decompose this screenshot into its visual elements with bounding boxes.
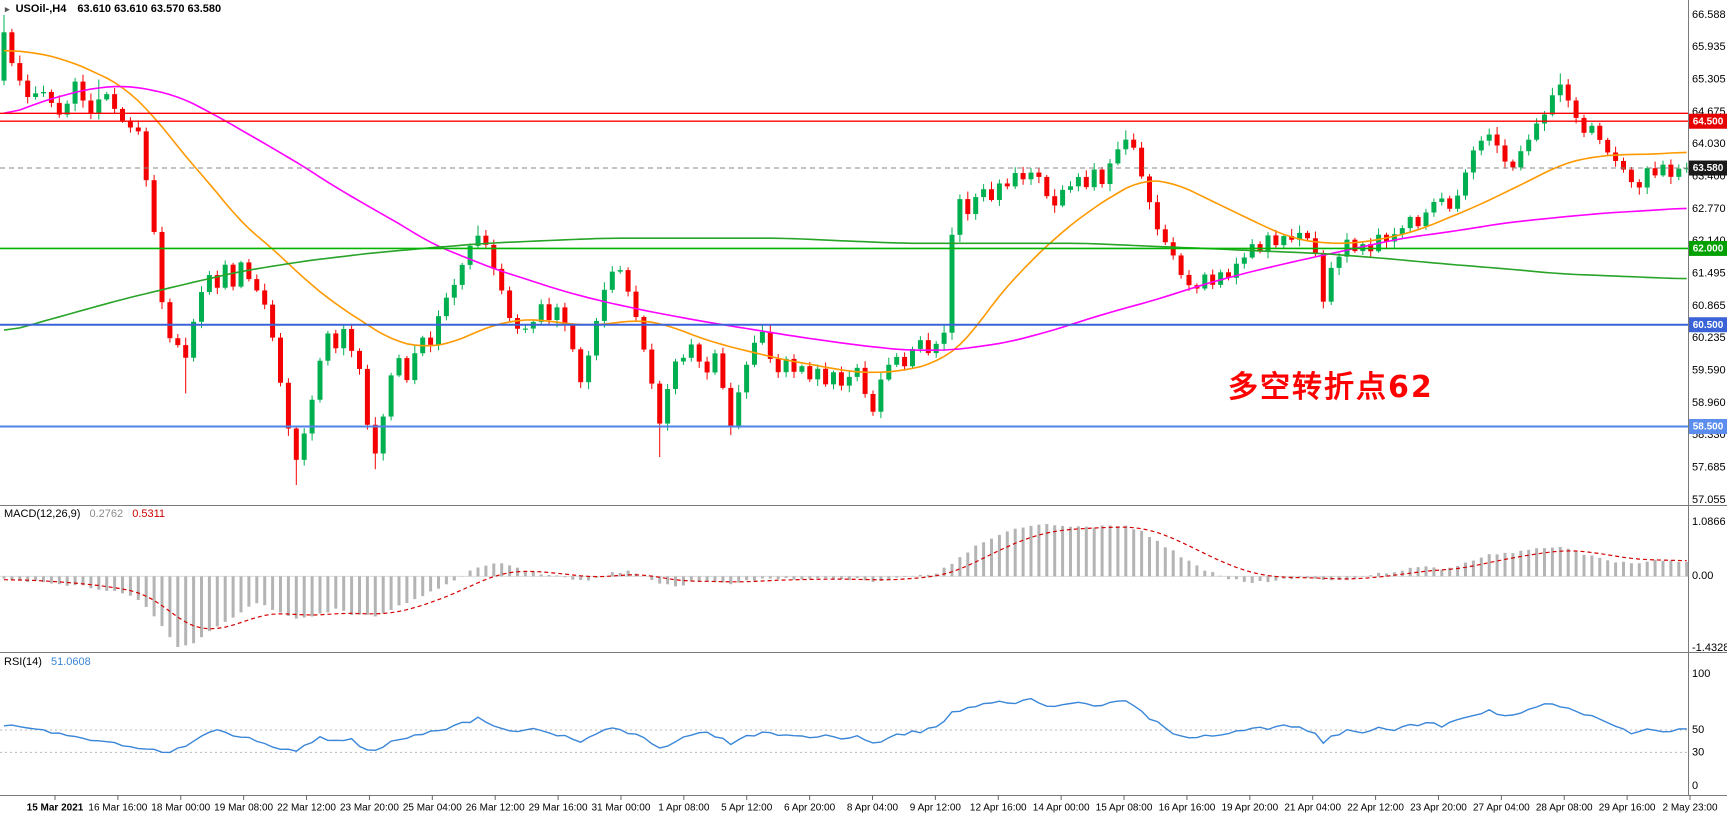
svg-text:23 Mar 20:00: 23 Mar 20:00	[340, 803, 399, 814]
price-axis-badges: 64.500 62.000 60.500 58.500 63.580	[1689, 113, 1727, 434]
svg-text:59.590: 59.590	[1692, 365, 1726, 377]
svg-text:19 Apr 20:00: 19 Apr 20:00	[1221, 803, 1278, 814]
candlestick-series	[1, 14, 1690, 485]
svg-text:21 Apr 04:00: 21 Apr 04:00	[1284, 803, 1341, 814]
horizontal-price-lines[interactable]	[0, 112, 1688, 428]
svg-text:31 Mar 00:00: 31 Mar 00:00	[591, 803, 650, 814]
svg-text:64.030: 64.030	[1692, 138, 1726, 150]
svg-text:60.235: 60.235	[1692, 332, 1726, 344]
macd-pane	[0, 524, 1689, 647]
svg-text:30: 30	[1692, 746, 1704, 758]
svg-text:27 Apr 04:00: 27 Apr 04:00	[1473, 803, 1530, 814]
ma-medium-orange-line	[3, 49, 1687, 374]
svg-text:62.000: 62.000	[1693, 244, 1724, 255]
svg-text:22 Apr 12:00: 22 Apr 12:00	[1347, 803, 1404, 814]
svg-text:57.055: 57.055	[1692, 494, 1726, 506]
rsi-name: RSI(14)	[4, 656, 42, 668]
rsi-pane	[0, 697, 1688, 754]
svg-text:6 Apr 20:00: 6 Apr 20:00	[784, 803, 836, 814]
svg-text:-1.4328: -1.4328	[1692, 642, 1727, 654]
svg-text:15 Apr 08:00: 15 Apr 08:00	[1096, 803, 1153, 814]
svg-text:0.00: 0.00	[1692, 570, 1713, 582]
svg-text:16 Apr 16:00: 16 Apr 16:00	[1159, 803, 1216, 814]
svg-text:12 Apr 16:00: 12 Apr 16:00	[970, 803, 1027, 814]
svg-text:58.960: 58.960	[1692, 397, 1726, 409]
svg-text:64.500: 64.500	[1693, 116, 1724, 127]
svg-text:60.865: 60.865	[1692, 300, 1726, 312]
chart-title: ▸ USOil-,H4 63.610 63.610 63.570 63.580	[5, 3, 221, 15]
svg-text:9 Apr 12:00: 9 Apr 12:00	[910, 803, 962, 814]
svg-text:26 Mar 12:00: 26 Mar 12:00	[466, 803, 525, 814]
time-axis: 15 Mar 2021 16 Mar 16:00 18 Mar 00:00 19 Ma…	[27, 795, 1718, 814]
macd-axis-labels: 1.0866 0.00 -1.4328	[1692, 516, 1727, 654]
price-axis-labels: 66.58865.93565.30564.67564.03063.40062.7…	[1692, 9, 1726, 506]
svg-text:8 Apr 04:00: 8 Apr 04:00	[847, 803, 899, 814]
svg-text:23 Apr 20:00: 23 Apr 20:00	[1410, 803, 1467, 814]
rsi-value: 51.0608	[50, 656, 91, 668]
macd-value-signal: 0.5311	[132, 508, 166, 520]
macd-name: MACD(12,26,9)	[4, 508, 81, 520]
svg-text:29 Mar 16:00: 29 Mar 16:00	[529, 803, 588, 814]
svg-text:18 Mar 00:00: 18 Mar 00:00	[151, 803, 210, 814]
svg-text:1 Apr 08:00: 1 Apr 08:00	[658, 803, 710, 814]
svg-text:16 Mar 16:00: 16 Mar 16:00	[88, 803, 147, 814]
ma-slow-magenta-line	[3, 85, 1687, 352]
svg-text:57.685: 57.685	[1692, 462, 1726, 474]
svg-text:29 Apr 16:00: 29 Apr 16:00	[1599, 803, 1656, 814]
macd-label: MACD(12,26,9) 0.2762 0.5311	[4, 508, 165, 520]
svg-text:5 Apr 12:00: 5 Apr 12:00	[721, 803, 773, 814]
svg-text:28 Apr 08:00: 28 Apr 08:00	[1536, 803, 1593, 814]
svg-text:50: 50	[1692, 724, 1704, 736]
svg-text:15 Mar 2021: 15 Mar 2021	[27, 803, 84, 814]
price-annotation-text[interactable]: 多空转折点62	[1228, 370, 1434, 405]
svg-text:19 Mar 08:00: 19 Mar 08:00	[214, 803, 273, 814]
svg-text:2 May 23:00: 2 May 23:00	[1662, 803, 1717, 814]
svg-text:65.935: 65.935	[1692, 41, 1726, 53]
svg-text:58.500: 58.500	[1693, 422, 1724, 433]
pane-separators	[0, 0, 1727, 796]
macd-value-main: 0.2762	[89, 508, 124, 520]
rsi-label: RSI(14) 51.0608	[4, 656, 91, 668]
svg-text:14 Apr 00:00: 14 Apr 00:00	[1033, 803, 1090, 814]
ohlc-readout: 63.610 63.610 63.570 63.580	[77, 3, 222, 15]
svg-text:62.770: 62.770	[1692, 203, 1726, 215]
ma-long-green-line	[3, 237, 1687, 331]
svg-text:25 Mar 04:00: 25 Mar 04:00	[403, 803, 462, 814]
svg-text:22 Mar 12:00: 22 Mar 12:00	[277, 803, 336, 814]
svg-text:0: 0	[1692, 780, 1698, 792]
svg-text:61.495: 61.495	[1692, 268, 1726, 280]
chart-menu-icon[interactable]: ▸	[5, 4, 10, 14]
symbol-timeframe-label: USOil-,H4	[15, 3, 67, 15]
svg-text:1.0866: 1.0866	[1692, 516, 1726, 528]
rsi-axis-labels: 100 50 30 0	[1692, 668, 1710, 792]
svg-text:63.580: 63.580	[1693, 163, 1724, 174]
svg-text:60.500: 60.500	[1693, 320, 1724, 331]
svg-text:65.305: 65.305	[1692, 74, 1726, 86]
svg-text:66.588: 66.588	[1692, 9, 1726, 21]
svg-text:100: 100	[1692, 668, 1710, 680]
